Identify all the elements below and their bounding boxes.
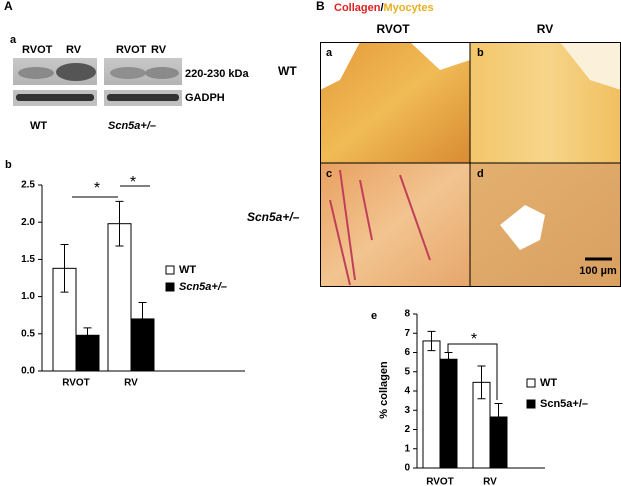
sub-label: a	[10, 34, 17, 46]
x-tick-label: RV	[124, 378, 138, 389]
error-bar	[83, 327, 92, 344]
sub-label: b	[5, 159, 12, 171]
bar	[439, 358, 458, 469]
micrograph-space	[560, 42, 621, 90]
y-tick-label: 1	[404, 443, 410, 454]
y-tick-label: 5	[404, 366, 410, 377]
error-bar	[444, 352, 453, 367]
blot-band	[145, 67, 179, 79]
micrograph-label: b	[477, 47, 484, 59]
histology-title: Collagen/Myocytes	[334, 2, 434, 14]
row-label: WT	[278, 64, 297, 78]
legend-swatch	[526, 378, 536, 388]
legend-swatch	[526, 399, 536, 409]
panel-label: A	[4, 0, 13, 13]
legend-swatch	[165, 282, 175, 292]
significance-bracket	[447, 343, 498, 400]
y-tick-label: 8	[404, 309, 410, 320]
annotation: *	[130, 174, 136, 191]
row-label: Scn5a+/–	[247, 210, 300, 224]
lane-label: RVOT	[116, 44, 147, 56]
y-tick-label: 0.0	[21, 366, 35, 377]
y-tick-label: 0	[404, 463, 410, 474]
micrograph-space	[500, 205, 545, 250]
legend-label: Scn5a+/–	[179, 281, 227, 293]
y-tick-label: 0.5	[21, 328, 35, 339]
group-label: Scn5a+/–	[108, 120, 156, 132]
micrograph-label: c	[326, 168, 332, 180]
band-label: GADPH	[185, 92, 225, 104]
legend-label: Scn5a+/–	[540, 398, 588, 410]
y-tick-label: 2.5	[21, 180, 35, 191]
lane-label: RVOT	[22, 44, 53, 56]
title-part: Collagen	[334, 2, 381, 14]
legend-swatch	[165, 265, 175, 275]
x-tick-label: RVOT	[426, 477, 454, 486]
annotation: *	[94, 180, 100, 197]
y-tick-label: 3	[404, 405, 410, 416]
error-bar	[427, 330, 436, 352]
error-bar	[494, 403, 503, 431]
blot-band	[110, 67, 146, 79]
lane-label: RV	[151, 44, 167, 56]
error-bar	[60, 244, 69, 293]
micrograph-space	[320, 42, 470, 90]
blot-band	[107, 94, 179, 101]
y-tick-label: 7	[404, 328, 410, 339]
error-bar	[115, 200, 124, 247]
lane-label: RV	[66, 44, 82, 56]
x-tick-label: RVOT	[62, 378, 90, 389]
y-tick-label: 1.5	[21, 254, 35, 265]
blot-band	[56, 63, 96, 81]
y-tick-label: 2	[404, 424, 410, 435]
column-label: RV	[537, 22, 553, 36]
legend-label: WT	[179, 264, 196, 276]
annotation: *	[471, 331, 477, 348]
blot-band	[16, 94, 94, 101]
y-tick-label: 1.0	[21, 291, 35, 302]
blot-band	[18, 67, 54, 79]
error-bar	[138, 302, 147, 336]
micrograph-label: d	[477, 168, 484, 180]
title-part: /	[380, 2, 383, 14]
x-tick-label: RV	[483, 477, 497, 486]
band-label: 220-230 kDa	[185, 68, 249, 80]
error-bar	[477, 365, 486, 400]
y-tick-label: 6	[404, 347, 410, 358]
collagen-fibre	[329, 169, 431, 286]
column-label: RVOT	[376, 22, 410, 36]
y-tick-label: 4	[404, 386, 410, 397]
panel-label: B	[316, 0, 325, 13]
scale-bar-label: 100 µm	[579, 265, 617, 277]
y-tick-label: 2.0	[21, 217, 35, 228]
bar	[422, 340, 441, 469]
legend-label: WT	[540, 377, 557, 389]
title-part: Myocytes	[384, 2, 434, 14]
group-label: WT	[30, 120, 47, 132]
micrograph-label: a	[326, 47, 333, 59]
micrograph	[470, 163, 621, 287]
sub-label: e	[371, 310, 377, 322]
y-axis-label: % collagen	[378, 361, 390, 419]
